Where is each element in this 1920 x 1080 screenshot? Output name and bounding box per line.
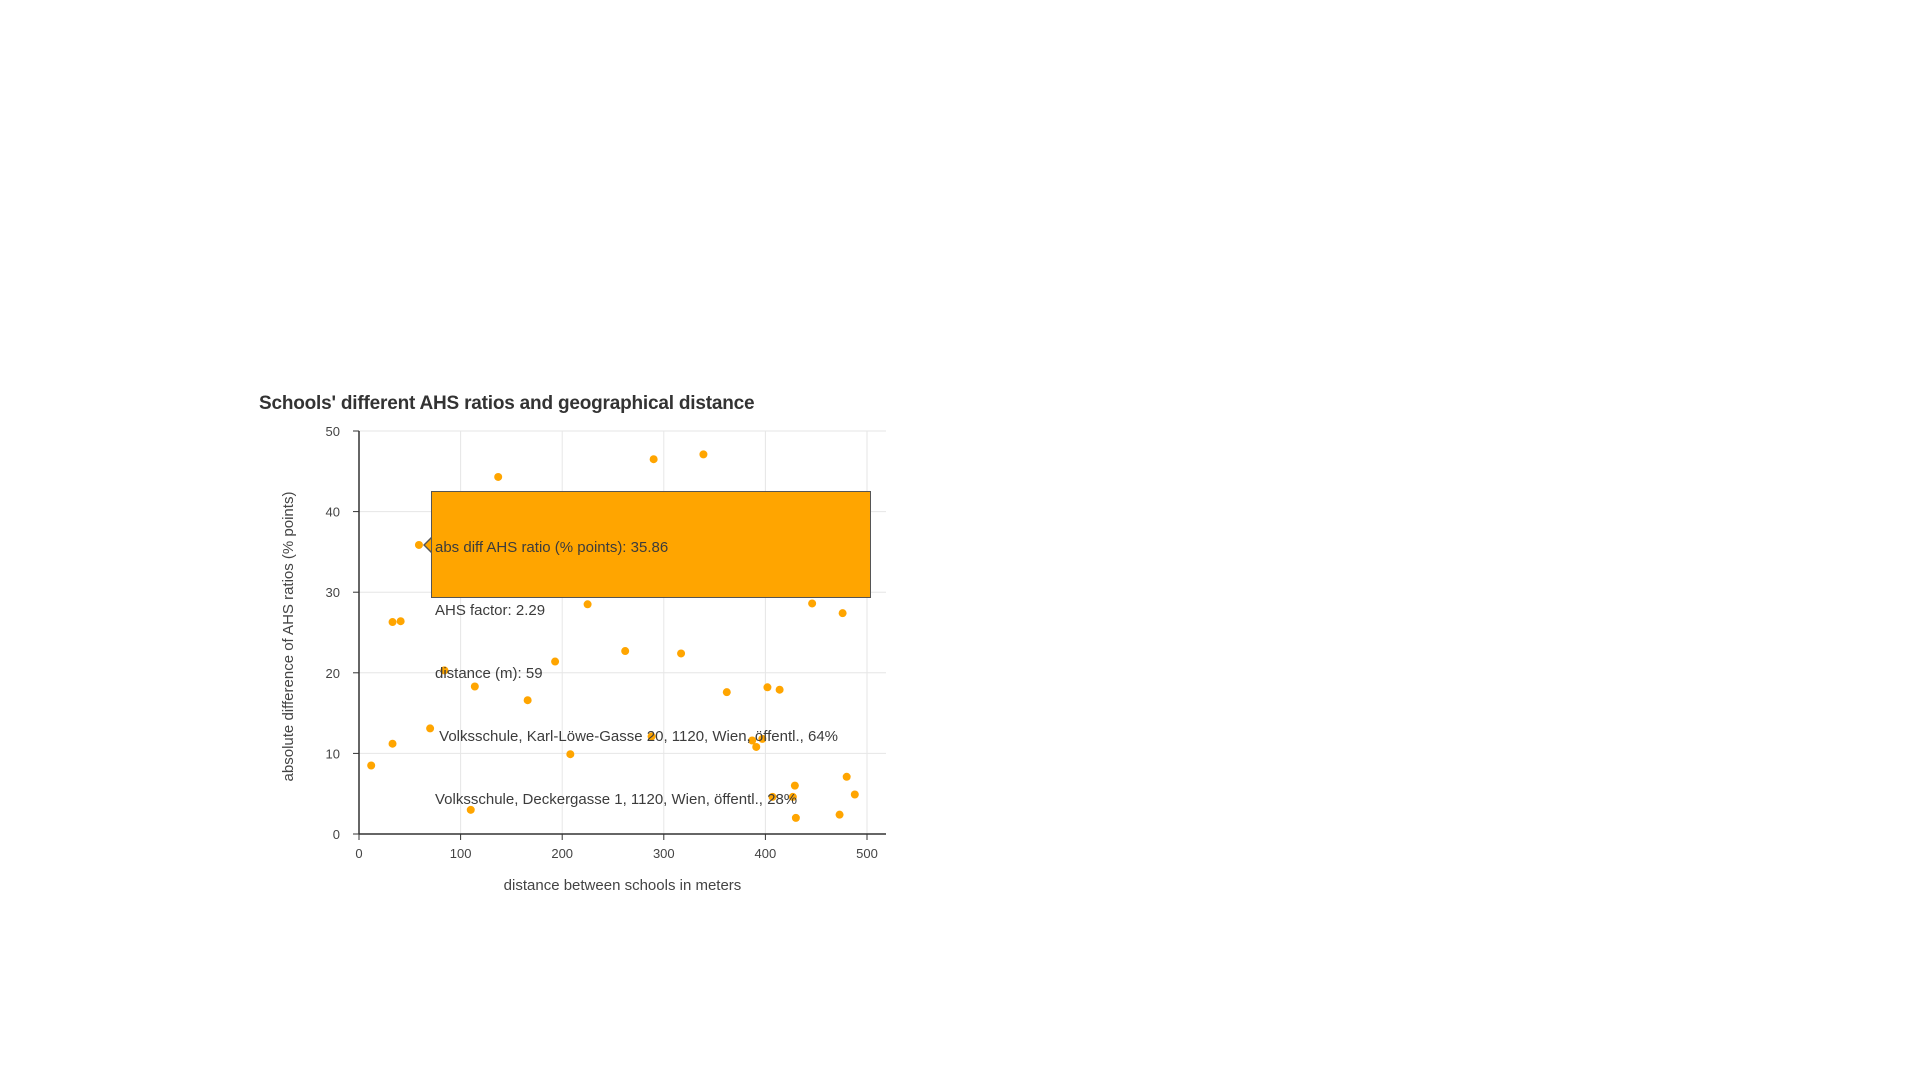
y-tick-label: 0	[333, 827, 340, 842]
scatter-point[interactable]	[621, 647, 630, 656]
scatter-point[interactable]	[752, 742, 761, 751]
scatter-point[interactable]	[808, 599, 817, 608]
scatter-point[interactable]	[551, 657, 560, 666]
tooltip-line-school-a: Volksschule, Karl-Löwe-Gasse 20, 1120, W…	[435, 728, 838, 745]
tooltip-arrow-fill	[425, 538, 432, 552]
scatter-point[interactable]	[649, 455, 658, 464]
scatter-point[interactable]	[699, 450, 708, 459]
scatter-point[interactable]	[367, 761, 376, 770]
x-tick-label: 100	[450, 846, 472, 861]
scatter-point[interactable]	[775, 685, 784, 694]
scatter-point[interactable]	[583, 600, 592, 609]
scatter-point[interactable]	[842, 772, 851, 781]
y-tick-label: 20	[326, 666, 340, 681]
x-tick-label: 400	[755, 846, 777, 861]
y-tick-label: 10	[326, 746, 340, 761]
y-tick-label: 40	[326, 505, 340, 520]
scatter-point[interactable]	[788, 792, 797, 801]
scatter-point[interactable]	[850, 790, 859, 799]
scatter-point[interactable]	[426, 724, 435, 733]
x-tick-label: 500	[856, 846, 878, 861]
scatter-point[interactable]	[838, 609, 847, 618]
scatter-point[interactable]	[758, 734, 767, 743]
x-axis-title: distance between schools in meters	[504, 877, 742, 894]
scatter-point[interactable]	[388, 618, 397, 627]
scatter-point[interactable]	[494, 472, 503, 481]
data-point-tooltip: abs diff AHS ratio (% points): 35.86 AHS…	[431, 491, 871, 808]
y-tick-label: 30	[326, 585, 340, 600]
tooltip-line-distance: distance (m): 59	[435, 665, 543, 682]
scatter-point[interactable]	[466, 805, 475, 814]
x-tick-label: 200	[551, 846, 573, 861]
scatter-point[interactable]	[523, 696, 532, 705]
x-tick-label: 300	[653, 846, 675, 861]
tooltip-line-school-b: Volksschule, Deckergasse 1, 1120, Wien, …	[435, 791, 798, 808]
tooltip-line-ahs-factor: AHS factor: 2.29	[435, 602, 546, 619]
y-tick-label: 50	[326, 424, 340, 439]
tick-labels: 0 100 200 300 400 500 0 10 20 30 40 50	[326, 424, 878, 861]
scatter-point[interactable]	[388, 739, 397, 748]
scatter-point[interactable]	[790, 781, 799, 790]
scatter-point[interactable]	[768, 792, 777, 801]
scatter-point[interactable]	[748, 736, 757, 745]
x-tick-label: 0	[355, 846, 362, 861]
scatter-point[interactable]	[677, 649, 686, 658]
y-axis-title: absolute difference of AHS ratios (% poi…	[280, 492, 297, 782]
scatter-point[interactable]	[647, 732, 656, 741]
chart-title: Schools' different AHS ratios and geogra…	[259, 393, 755, 414]
scatter-point[interactable]	[396, 617, 405, 626]
tooltip-line-abs-diff: abs diff AHS ratio (% points): 35.86	[435, 539, 669, 556]
scatter-point[interactable]	[414, 540, 423, 549]
scatter-point[interactable]	[722, 688, 731, 697]
scatter-point[interactable]	[791, 813, 800, 822]
scatter-point[interactable]	[566, 750, 575, 759]
scatter-point[interactable]	[763, 683, 772, 692]
scatter-point[interactable]	[835, 810, 844, 819]
scatter-point[interactable]	[440, 666, 449, 675]
scatter-point[interactable]	[470, 682, 479, 691]
data-points	[367, 450, 859, 822]
axes	[353, 430, 886, 840]
